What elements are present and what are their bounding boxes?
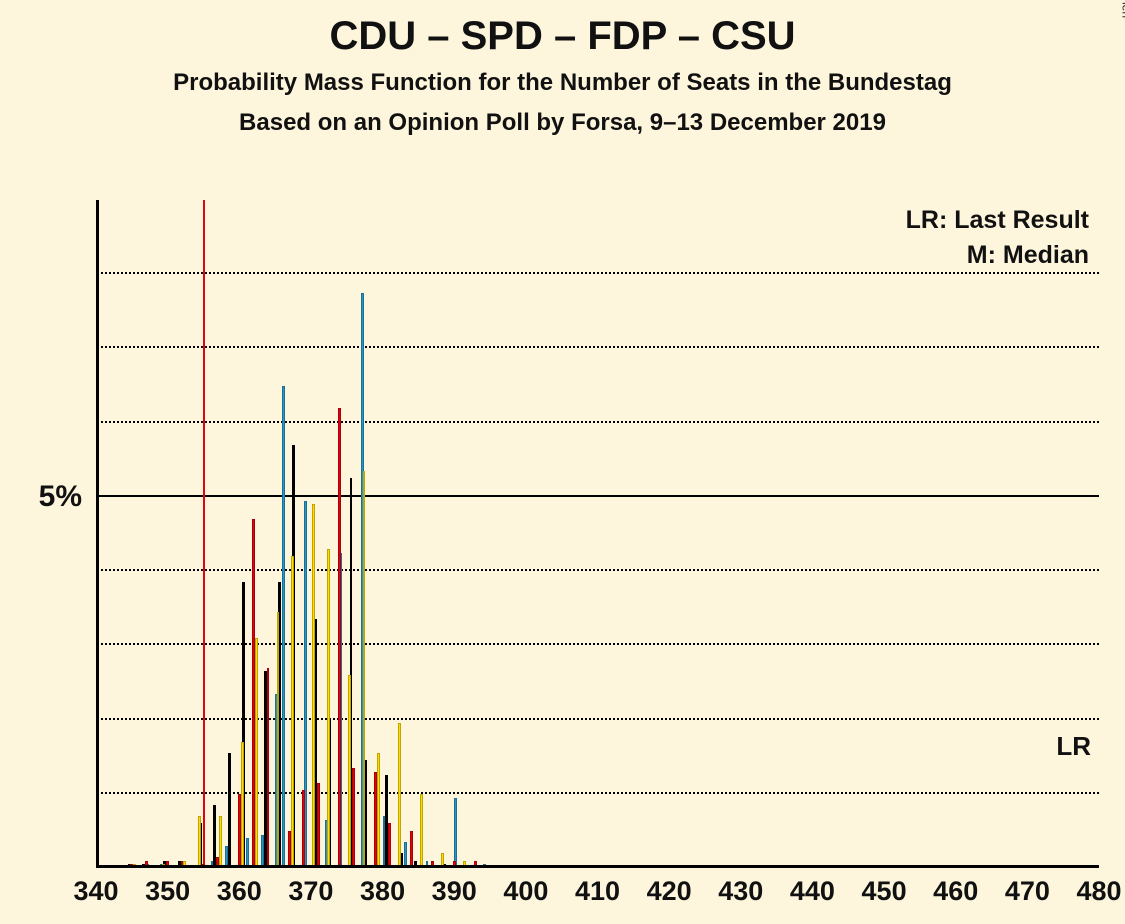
x-axis — [96, 865, 1099, 868]
bar-red — [410, 831, 413, 868]
bar-blue — [282, 386, 285, 868]
x-tick-label: 460 — [933, 876, 978, 907]
gridline-minor — [96, 346, 1099, 348]
gridline-major — [96, 495, 1099, 497]
bar-red — [317, 783, 320, 868]
x-tick-label: 370 — [288, 876, 333, 907]
x-tick-label: 360 — [217, 876, 262, 907]
bar-yellow — [219, 816, 222, 868]
y-axis — [96, 200, 99, 868]
legend-lr: LR: Last Result — [906, 206, 1089, 235]
gridline-minor — [96, 421, 1099, 423]
x-tick-label: 480 — [1076, 876, 1121, 907]
chart-title: CDU – SPD – FDP – CSU — [0, 14, 1125, 59]
x-tick-label: 340 — [73, 876, 118, 907]
bar-black — [228, 753, 231, 868]
bar-blue — [454, 798, 457, 869]
x-tick-label: 430 — [718, 876, 763, 907]
bar-yellow — [241, 742, 244, 868]
x-tick-label: 400 — [503, 876, 548, 907]
bar-yellow — [312, 504, 315, 868]
bar-red — [302, 790, 305, 868]
chart-subtitle-1: Probability Mass Function for the Number… — [0, 69, 1125, 97]
copyright-text: © 2021 Filip van Laenen — [1119, 0, 1125, 18]
annotation-lr: LR — [1056, 731, 1091, 762]
x-tick-label: 390 — [432, 876, 477, 907]
bar-red — [338, 408, 341, 868]
bar-yellow — [291, 556, 294, 868]
legend-m: M: Median — [906, 241, 1089, 270]
bar-blue — [246, 838, 249, 868]
x-tick-label: 470 — [1005, 876, 1050, 907]
bar-red — [388, 823, 391, 868]
gridline-minor — [96, 792, 1099, 794]
bar-yellow — [377, 753, 380, 868]
x-tick-label: 440 — [790, 876, 835, 907]
x-tick-label: 380 — [360, 876, 405, 907]
bar-yellow — [277, 612, 280, 868]
legend: LR: Last Result M: Median — [906, 206, 1089, 276]
x-tick-label: 450 — [862, 876, 907, 907]
plot-area: 5%LR LR: Last ResultM: Median — [96, 200, 1099, 868]
y-tick-label: 5% — [39, 480, 82, 514]
gridline-minor — [96, 643, 1099, 645]
x-tick-label: 420 — [647, 876, 692, 907]
bar-yellow — [420, 794, 423, 868]
bar-yellow — [363, 471, 366, 868]
chart-subtitle-2: Based on an Opinion Poll by Forsa, 9–13 … — [0, 109, 1125, 137]
x-axis-labels: 3403503603703803904004104204304404504604… — [96, 876, 1099, 916]
bar-yellow — [327, 549, 330, 868]
marker-last-result — [203, 200, 205, 868]
gridline-minor — [96, 718, 1099, 720]
bar-yellow — [348, 675, 351, 868]
titles-block: CDU – SPD – FDP – CSU Probability Mass F… — [0, 14, 1125, 137]
x-tick-label: 410 — [575, 876, 620, 907]
bar-yellow — [398, 723, 401, 868]
bar-yellow — [198, 816, 201, 868]
bar-red — [352, 768, 355, 868]
bar-yellow — [255, 638, 258, 868]
bar-red — [267, 668, 270, 868]
gridline-minor — [96, 569, 1099, 571]
x-tick-label: 350 — [145, 876, 190, 907]
